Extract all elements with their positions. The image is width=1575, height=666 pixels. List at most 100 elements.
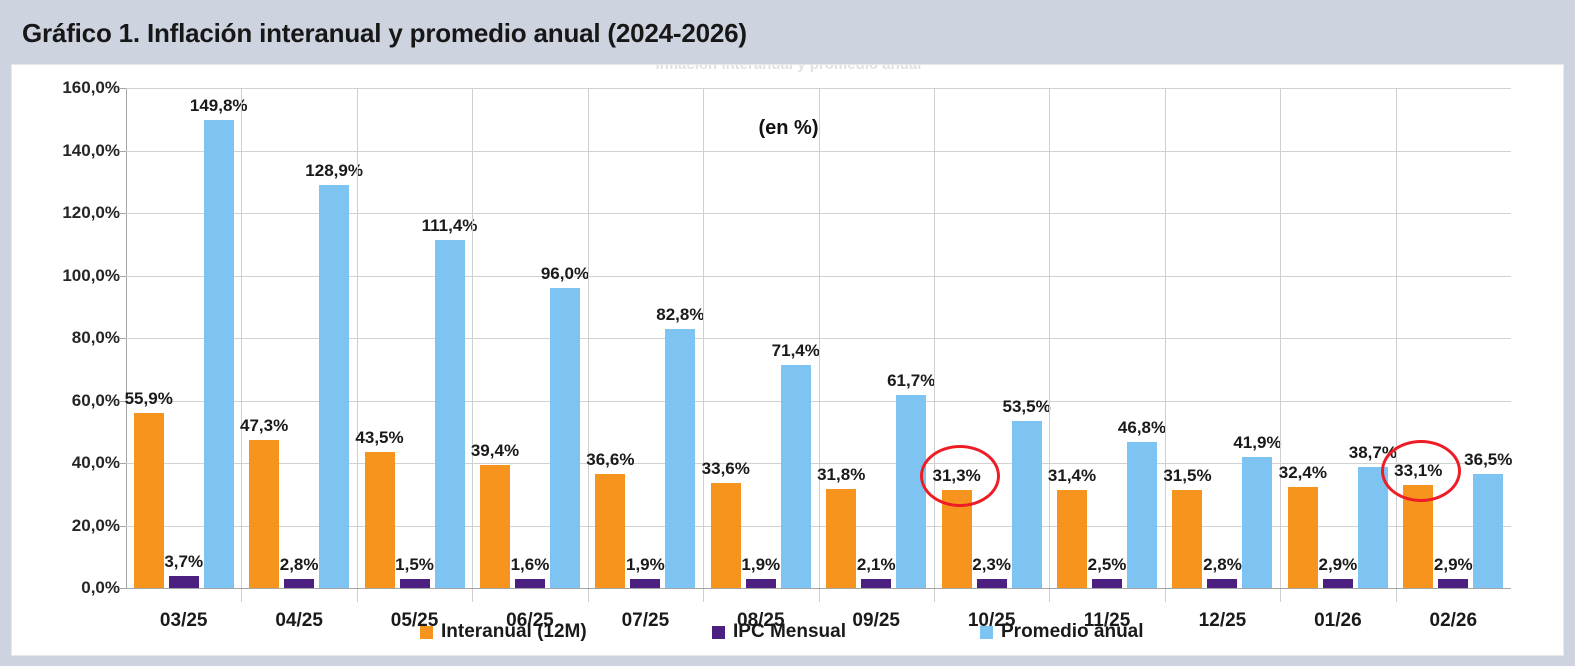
bar-value-label: 2,3% bbox=[972, 555, 1011, 574]
y-axis-tick-mark bbox=[119, 525, 126, 527]
x-axis-tick-label: 02/26 bbox=[1429, 610, 1478, 631]
bar-08-25-mensual bbox=[745, 579, 776, 588]
bar-value-label: 1,9% bbox=[741, 555, 781, 574]
bar-08-25-promedio bbox=[780, 364, 811, 588]
bar-05-25-interanual bbox=[364, 452, 395, 588]
bar-value-label: 2,8% bbox=[1203, 555, 1242, 574]
bar-value-label: 31,4% bbox=[1047, 465, 1097, 485]
category-separator bbox=[1164, 88, 1166, 602]
x-axis-tick-label: 08/25 bbox=[737, 610, 785, 631]
bar-06-25-mensual bbox=[514, 579, 545, 588]
x-axis-tick-label: 09/25 bbox=[852, 610, 900, 631]
bar-value-label: 149,8% bbox=[189, 95, 248, 115]
y-axis-tick-mark bbox=[119, 213, 126, 214]
bar-value-label: 1,5% bbox=[395, 555, 434, 574]
bar-value-label: 32,4% bbox=[1278, 462, 1327, 482]
bar-value-label: 3,7% bbox=[164, 552, 204, 572]
bar-06-25-promedio bbox=[549, 288, 580, 588]
legend-label: Promedio anual bbox=[1001, 621, 1144, 642]
category-separator bbox=[472, 88, 474, 602]
bar-value-label: 47,3% bbox=[240, 416, 289, 436]
bar-01-26-interanual bbox=[1287, 486, 1318, 588]
bar-value-label: 43,5% bbox=[355, 428, 404, 448]
bar-value-label: 33,1% bbox=[1394, 460, 1443, 480]
bar-09-25-mensual bbox=[861, 579, 892, 588]
bar-10-25-interanual bbox=[941, 490, 972, 588]
y-axis-tick-mark bbox=[119, 150, 126, 152]
x-axis-tick-label: 04/25 bbox=[275, 610, 323, 631]
bar-value-label: 39,4% bbox=[470, 440, 520, 460]
y-axis-tick-mark bbox=[119, 275, 126, 277]
bar-08-25-interanual bbox=[710, 483, 741, 588]
bar-01-26-promedio bbox=[1357, 467, 1388, 588]
bar-03-25-promedio bbox=[203, 119, 234, 588]
bar-10-25-promedio bbox=[1011, 420, 1042, 588]
y-axis-tick-mark bbox=[119, 400, 126, 402]
bar-value-label: 55,9% bbox=[124, 389, 173, 409]
x-axis-line bbox=[126, 588, 1511, 589]
y-axis-tick-mark bbox=[119, 88, 126, 89]
category-separator bbox=[1395, 88, 1397, 602]
legend-item-promedio[interactable]: Promedio anual bbox=[980, 621, 1144, 643]
x-axis-tick-label: 10/25 bbox=[967, 610, 1016, 631]
bar-07-25-interanual bbox=[595, 473, 626, 588]
bar-value-label: 96,0% bbox=[540, 264, 590, 283]
bar-value-label: 31,8% bbox=[817, 464, 866, 484]
x-axis-tick-label: 12/25 bbox=[1198, 610, 1247, 631]
category-separator bbox=[587, 88, 589, 602]
bar-09-25-promedio bbox=[896, 395, 927, 588]
bar-value-label: 2,5% bbox=[1087, 555, 1127, 574]
bar-02-26-promedio bbox=[1473, 473, 1504, 588]
y-axis-tick-mark bbox=[119, 463, 126, 464]
category-separator bbox=[356, 88, 358, 602]
bar-value-label: 31,5% bbox=[1163, 465, 1212, 485]
bar-value-label: 128,9% bbox=[305, 161, 363, 181]
bar-value-label: 36,6% bbox=[586, 449, 635, 469]
category-separator bbox=[1280, 88, 1282, 602]
bar-value-label: 111,4% bbox=[421, 215, 478, 235]
x-axis-tick-label: 01/26 bbox=[1314, 610, 1362, 631]
bar-11-25-interanual bbox=[1057, 489, 1088, 588]
legend-item-mensual[interactable]: IPC Mensual bbox=[712, 621, 846, 643]
bar-value-label: 2,1% bbox=[856, 555, 896, 574]
y-axis-tick-label: 120,0% bbox=[62, 203, 120, 222]
figure-header: Gráfico 1. Inflación interanual y promed… bbox=[0, 0, 1575, 64]
legend-swatch-icon bbox=[712, 625, 725, 639]
bar-value-label: 2,9% bbox=[1433, 554, 1473, 574]
y-axis-tick-label: 0,0% bbox=[81, 578, 120, 597]
bar-01-26-mensual bbox=[1322, 578, 1353, 588]
legend-swatch-icon bbox=[420, 625, 433, 639]
plot-area: 0,0% 20,0% 40,0% 60,0% 80,0% 100,0% 120,0% 140,… bbox=[62, 78, 1513, 631]
bar-value-label: 2,8% bbox=[279, 555, 319, 574]
bar-value-label: 41,9% bbox=[1233, 433, 1282, 453]
y-axis-tick-label: 60,0% bbox=[71, 390, 120, 410]
bar-07-25-mensual bbox=[630, 579, 661, 588]
chart-card: Inflación interanual y promedio anual (e… bbox=[11, 64, 1564, 656]
bar-02-26-mensual bbox=[1438, 578, 1469, 588]
bar-value-label: 36,5% bbox=[1464, 449, 1513, 469]
bar-12-25-interanual bbox=[1172, 489, 1203, 588]
category-separator bbox=[818, 88, 820, 602]
legend-label: Interanual (12M) bbox=[441, 621, 587, 642]
bar-03-25-mensual bbox=[168, 576, 199, 588]
x-axis-tick-label: 07/25 bbox=[621, 610, 670, 631]
bar-12-25-mensual bbox=[1207, 579, 1238, 588]
chart-subtitle: (en %) bbox=[758, 117, 819, 139]
category-separator bbox=[1049, 88, 1051, 602]
bar-11-25-promedio bbox=[1127, 441, 1158, 588]
page-title: Gráfico 1. Inflación interanual y promed… bbox=[22, 18, 747, 48]
bar-value-label: 31,3% bbox=[932, 466, 981, 486]
bar-03-25-interanual bbox=[133, 413, 164, 588]
bar-value-label: 1,9% bbox=[626, 555, 665, 574]
bar-02-26-interanual bbox=[1403, 484, 1434, 588]
bar-value-label: 38,7% bbox=[1348, 443, 1397, 463]
y-axis-tick-label: 160,0% bbox=[62, 78, 120, 97]
y-axis-tick-label: 20,0% bbox=[71, 515, 120, 535]
y-axis-tick-label: 40,0% bbox=[71, 453, 120, 472]
bar-07-25-promedio bbox=[665, 329, 696, 588]
clipped-chart-title: Inflación interanual y promedio anual bbox=[655, 64, 922, 73]
legend-item-interanual[interactable]: Interanual (12M) bbox=[420, 621, 587, 643]
bar-value-label: 46,8% bbox=[1117, 417, 1167, 437]
category-separator bbox=[933, 88, 935, 602]
